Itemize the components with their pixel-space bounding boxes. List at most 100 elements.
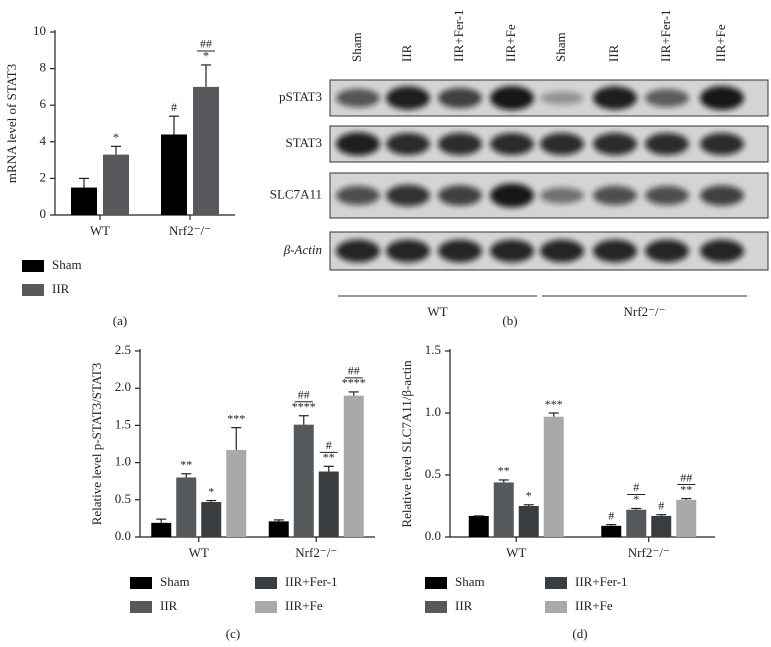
bar bbox=[151, 522, 172, 537]
bar bbox=[518, 506, 539, 537]
blot-band bbox=[386, 132, 430, 156]
y-tick-label: 6 bbox=[40, 96, 47, 111]
blot-band bbox=[540, 91, 584, 105]
x-tick-label: WT bbox=[506, 545, 526, 560]
blot-band bbox=[438, 132, 482, 156]
significance-marker: * bbox=[208, 484, 214, 498]
legend-swatch bbox=[545, 601, 567, 613]
significance-marker: ** bbox=[323, 450, 335, 464]
x-tick-label: Nrf2⁻/⁻ bbox=[169, 223, 211, 238]
bar bbox=[201, 502, 222, 537]
blot-band bbox=[386, 239, 430, 263]
legend-swatch bbox=[22, 260, 44, 272]
blot-band bbox=[593, 239, 637, 263]
bar bbox=[543, 416, 564, 537]
legend-swatch bbox=[255, 577, 277, 589]
significance-marker: *** bbox=[545, 397, 563, 411]
significance-marker: **** bbox=[292, 399, 316, 413]
significance-marker: # bbox=[658, 498, 664, 512]
y-tick-label: 2 bbox=[40, 169, 47, 184]
y-tick-label: 0.5 bbox=[425, 466, 441, 481]
x-tick-label: WT bbox=[189, 545, 209, 560]
significance-marker: ** bbox=[680, 482, 692, 496]
bar bbox=[176, 477, 197, 537]
y-tick-label: 2.5 bbox=[115, 342, 131, 357]
blot-band bbox=[700, 86, 744, 110]
blot-band bbox=[438, 185, 482, 206]
caption: (a) bbox=[113, 313, 127, 328]
x-tick-label: Nrf2⁻/⁻ bbox=[295, 545, 337, 560]
legend-swatch bbox=[425, 577, 447, 589]
bar bbox=[601, 525, 622, 537]
blot-band bbox=[386, 184, 430, 207]
blot-band bbox=[700, 185, 744, 206]
significance-marker: *** bbox=[227, 411, 245, 425]
blot-row-label: β-Actin bbox=[283, 242, 322, 257]
blot-band bbox=[593, 185, 637, 206]
legend-label: IIR bbox=[52, 281, 70, 296]
legend-label: Sham bbox=[160, 574, 190, 589]
legend-label: IIR+Fe bbox=[285, 598, 323, 613]
blot-band bbox=[540, 187, 584, 204]
blot-band bbox=[540, 239, 584, 263]
blot-band bbox=[336, 239, 380, 263]
y-tick-label: 2.0 bbox=[115, 379, 131, 394]
lane-label: IIR bbox=[399, 44, 414, 62]
y-tick-label: 1.0 bbox=[115, 454, 131, 469]
bar bbox=[318, 471, 339, 537]
blot-band bbox=[700, 132, 744, 156]
lane-label: Sham bbox=[553, 32, 568, 62]
lane-label: Sham bbox=[349, 32, 364, 62]
lane-label: IIR+Fe bbox=[503, 24, 518, 62]
group-label: Nrf2⁻/⁻ bbox=[624, 304, 666, 319]
legend-label: Sham bbox=[455, 574, 485, 589]
significance-marker: # bbox=[608, 508, 614, 522]
y-tick-label: 1.5 bbox=[115, 416, 131, 431]
bar bbox=[71, 187, 97, 215]
significance-marker: **** bbox=[342, 376, 366, 390]
significance-marker: * bbox=[113, 130, 119, 144]
y-tick-label: 8 bbox=[40, 60, 47, 75]
blot-band bbox=[336, 132, 380, 156]
y-axis-label: mRNA level of STAT3 bbox=[4, 64, 19, 183]
lane-label: IIR+Fer-1 bbox=[451, 9, 466, 62]
bar bbox=[161, 134, 187, 215]
lane-label: IIR+Fe bbox=[713, 24, 728, 62]
bar bbox=[343, 395, 364, 537]
significance-marker: ## bbox=[298, 387, 310, 401]
significance-marker: ## bbox=[200, 37, 212, 51]
group-label: WT bbox=[427, 304, 447, 319]
legend-swatch bbox=[130, 601, 152, 613]
blot-band bbox=[336, 185, 380, 206]
lane-label: IIR+Fer-1 bbox=[658, 9, 673, 62]
y-axis-label: Relative level SLC7A11/β-actin bbox=[399, 360, 414, 528]
legend-label: IIR+Fer-1 bbox=[575, 574, 628, 589]
bar bbox=[193, 86, 219, 216]
significance-marker: * bbox=[526, 489, 532, 503]
bar bbox=[468, 515, 489, 537]
blot-band bbox=[490, 132, 534, 156]
blot-row-label: pSTAT3 bbox=[279, 89, 322, 104]
blot-band bbox=[540, 132, 584, 156]
caption: (c) bbox=[226, 626, 240, 641]
blot-band bbox=[490, 183, 534, 208]
y-tick-label: 4 bbox=[40, 133, 47, 148]
blot-band bbox=[700, 239, 744, 263]
bar bbox=[268, 521, 289, 537]
y-tick-label: 10 bbox=[33, 23, 46, 38]
significance-marker: ## bbox=[680, 470, 692, 484]
significance-marker: # bbox=[326, 438, 332, 452]
y-axis-label: Relative level p-STAT3/STAT3 bbox=[89, 363, 104, 526]
significance-marker: * bbox=[203, 49, 209, 63]
blot-band bbox=[645, 132, 689, 156]
y-tick-label: 1.0 bbox=[425, 404, 441, 419]
significance-marker: ## bbox=[348, 364, 360, 378]
caption: (d) bbox=[572, 626, 587, 641]
significance-marker: # bbox=[171, 100, 177, 114]
blot-band bbox=[645, 239, 689, 263]
significance-marker: * bbox=[633, 492, 639, 506]
bar bbox=[103, 154, 129, 215]
blot-band bbox=[490, 86, 534, 110]
y-tick-label: 0.0 bbox=[115, 528, 131, 543]
